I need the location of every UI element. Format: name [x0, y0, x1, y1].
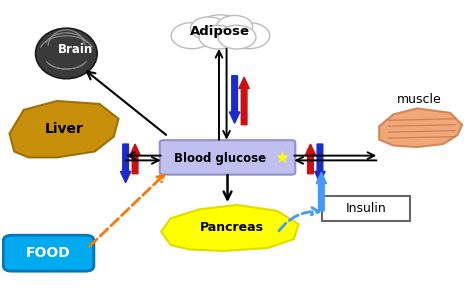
Circle shape — [191, 17, 227, 40]
Text: FOOD: FOOD — [26, 246, 71, 260]
FancyArrow shape — [305, 144, 316, 174]
FancyBboxPatch shape — [160, 140, 295, 175]
FancyArrow shape — [130, 144, 140, 174]
Text: Liver: Liver — [45, 122, 83, 136]
FancyArrow shape — [239, 77, 249, 125]
FancyArrow shape — [315, 144, 325, 183]
Circle shape — [228, 23, 270, 49]
Text: Adipose: Adipose — [191, 25, 250, 38]
Text: ★: ★ — [274, 149, 290, 167]
Circle shape — [171, 23, 213, 49]
Ellipse shape — [36, 28, 97, 79]
Polygon shape — [9, 101, 119, 157]
Text: muscle: muscle — [397, 93, 442, 106]
FancyBboxPatch shape — [322, 196, 410, 221]
FancyArrow shape — [229, 76, 240, 123]
FancyArrow shape — [316, 172, 327, 211]
Text: Insulin: Insulin — [346, 202, 386, 215]
FancyArrow shape — [120, 144, 131, 183]
FancyBboxPatch shape — [3, 235, 94, 271]
Circle shape — [194, 15, 246, 48]
Circle shape — [217, 15, 253, 38]
Circle shape — [218, 25, 256, 49]
Polygon shape — [161, 205, 299, 251]
Polygon shape — [379, 108, 462, 147]
Circle shape — [199, 25, 237, 49]
Text: Brain: Brain — [58, 42, 93, 56]
Text: Blood glucose: Blood glucose — [174, 151, 266, 165]
Text: Pancreas: Pancreas — [200, 221, 264, 234]
